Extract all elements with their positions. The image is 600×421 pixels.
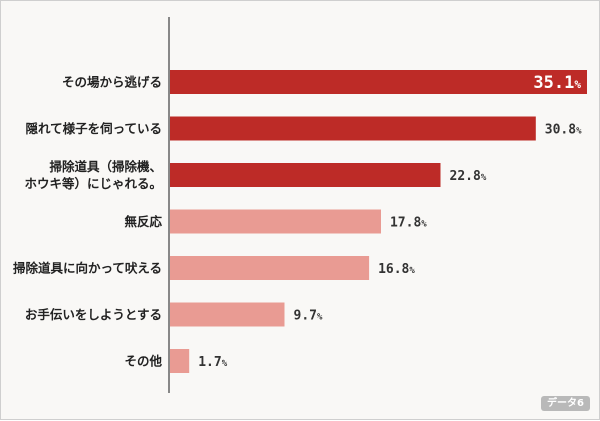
category-label: 無反応 — [124, 214, 162, 229]
bar — [169, 349, 190, 373]
category-label: その場から逃げる — [62, 75, 162, 90]
bar — [169, 209, 381, 234]
category-label: 掃除道具に向かって吠える — [13, 261, 162, 276]
bar — [169, 256, 370, 280]
value-label: 16.8% — [378, 262, 415, 277]
category-label: 隠れて様子を伺っている — [25, 121, 162, 136]
value-label: 22.8% — [450, 169, 487, 184]
value-label: 1.7% — [198, 355, 227, 370]
data-badge: データ6 — [541, 396, 590, 411]
bar — [169, 116, 536, 141]
value-label: 35.1% — [533, 73, 581, 93]
value-label: 17.8% — [390, 216, 427, 231]
bar — [169, 302, 285, 327]
category-label: 掃除道具（掃除機、ホウキ等）にじゃれる。 — [24, 159, 162, 191]
value-label: 30.8% — [545, 123, 582, 138]
bar — [169, 70, 587, 94]
category-label: その他 — [124, 354, 162, 369]
bar — [169, 163, 441, 187]
value-label: 9.7% — [294, 309, 323, 324]
category-label: お手伝いをしようとする — [25, 307, 162, 322]
